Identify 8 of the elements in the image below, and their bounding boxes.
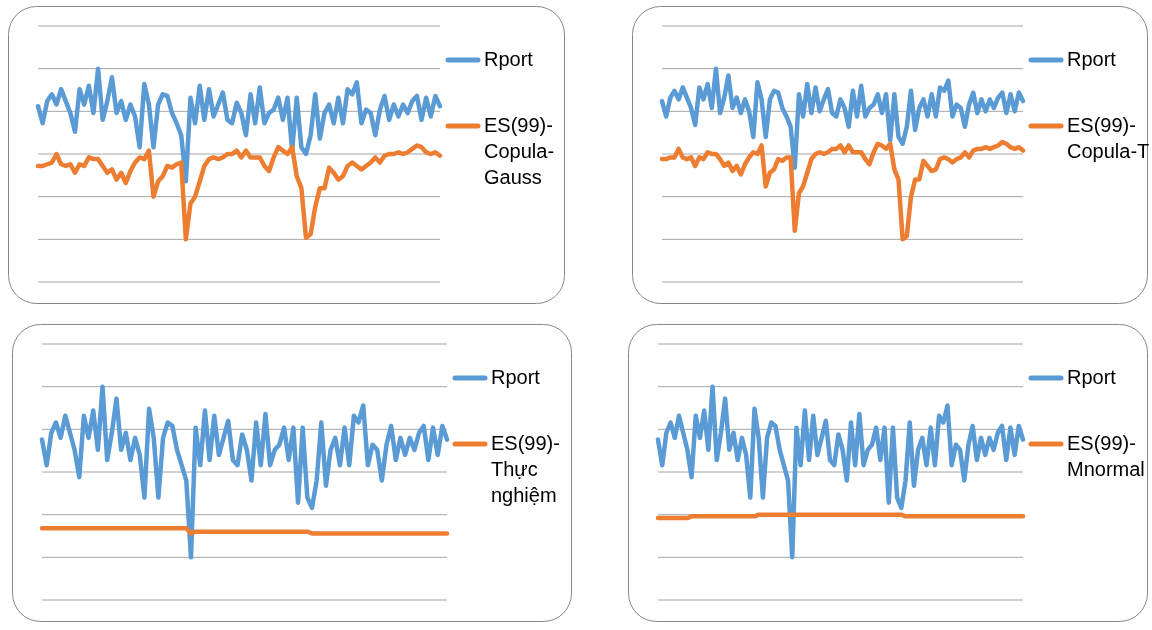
legend-label: Rport (1067, 366, 1117, 388)
legend-label: ES(99)-Mnormal (1067, 432, 1145, 480)
legend-label: Rport (491, 366, 541, 388)
legend-label: ES(99)-Copula-T (1067, 114, 1150, 162)
legend-label: ES(99)-Copula-Gauss (484, 114, 555, 188)
legend-label: Rport (1067, 48, 1117, 70)
legend-label: Rport (484, 48, 534, 70)
legend-label: ES(99)-Thực nghiệm (491, 432, 560, 506)
